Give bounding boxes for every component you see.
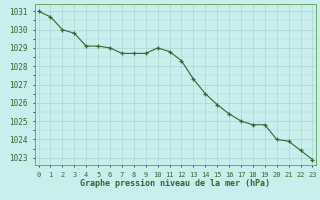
X-axis label: Graphe pression niveau de la mer (hPa): Graphe pression niveau de la mer (hPa) (81, 179, 270, 188)
